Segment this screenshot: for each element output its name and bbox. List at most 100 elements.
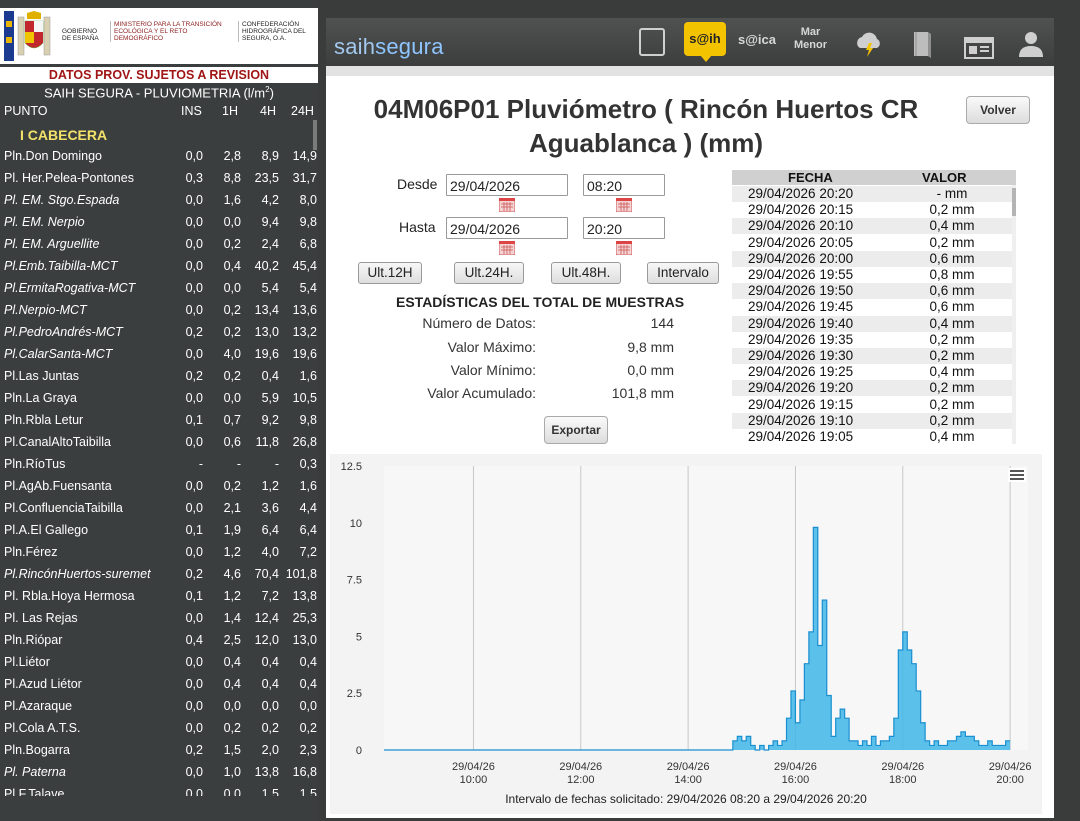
station-ins: 0,2 (185, 567, 203, 581)
station-row[interactable]: Pl.ErmitaRogativa-MCT 0,0 0,0 5,4 5,4 (0, 277, 318, 299)
row-valor: 0,2 mm (929, 396, 975, 412)
station-4h: 1,5 (261, 787, 279, 796)
station-row[interactable]: Pl.ConfluenciaTaibilla 0,0 2,1 3,6 4,4 (0, 497, 318, 519)
station-24h: 5,4 (299, 281, 317, 295)
station-4h: 0,0 (261, 699, 279, 713)
station-row[interactable]: Pl.A.El Gallego 0,1 1,9 6,4 6,4 (0, 519, 318, 541)
coat-of-arms-icon (4, 11, 51, 61)
station-row[interactable]: Pl.Emb.Taibilla-MCT 0,0 0,4 40,2 45,4 (0, 255, 318, 277)
station-row[interactable]: Pl. Paterna 0,0 1,0 13,8 16,8 (0, 761, 318, 783)
station-ins: 0,0 (185, 721, 203, 735)
station-row[interactable]: Pl. Rbla.Hoya Hermosa 0,1 1,2 7,2 13,8 (0, 585, 318, 607)
volver-button[interactable]: Volver (966, 96, 1030, 124)
network-subtitle-text: SAIH SEGURA - PLUVIOMETRIA (l/m (44, 85, 266, 101)
col-4h: 4H (260, 104, 276, 118)
nav-saih[interactable]: s@ih (684, 22, 726, 62)
table-scroll-thumb[interactable] (1012, 188, 1016, 216)
station-name: Pl. EM. Nerpio (4, 215, 85, 229)
station-24h: 13,0 (292, 633, 317, 647)
station-4h: 12,4 (254, 611, 279, 625)
station-row[interactable]: Pl.Azaraque 0,0 0,0 0,0 0,0 (0, 695, 318, 717)
data-row: 29/04/2026 20:00 0,6 mm (732, 250, 1012, 267)
station-1h: 1,5 (223, 743, 241, 757)
exportar-button[interactable]: Exportar (544, 416, 608, 444)
table-scrollbar[interactable] (1012, 185, 1016, 444)
station-row[interactable]: Pl.CanalAltoTaibilla 0,0 0,6 11,8 26,8 (0, 431, 318, 453)
station-4h: 0,4 (261, 655, 279, 669)
station-4h: 4,2 (261, 193, 279, 207)
row-fecha: 29/04/2026 19:40 (748, 315, 854, 331)
left-scrollbar[interactable] (313, 120, 317, 150)
stat-label: Valor Mínimo: (450, 362, 536, 378)
desde-time-input[interactable]: 08:20 (583, 174, 665, 196)
station-24h: 4,4 (299, 501, 317, 515)
calendar-icon[interactable] (616, 198, 632, 212)
station-4h: 5,9 (261, 391, 279, 405)
station-row[interactable]: Pl. EM. Stgo.Espada 0,0 1,6 4,2 8,0 (0, 189, 318, 211)
row-valor: 0,8 mm (929, 267, 975, 282)
station-row[interactable]: Pl.PedroAndrés-MCT 0,2 0,2 13,0 13,2 (0, 321, 318, 343)
station-ins: 0,0 (185, 149, 203, 163)
station-row[interactable]: Pl.Liétor 0,0 0,4 0,4 0,4 (0, 651, 318, 673)
station-name: Pl.Azaraque (4, 699, 73, 713)
station-row[interactable]: Pl.Nerpio-MCT 0,0 0,2 13,4 13,6 (0, 299, 318, 321)
nav-mar-menor[interactable]: Mar Menor (794, 26, 827, 62)
ult-12h-button[interactable]: Ult.12H (358, 262, 422, 284)
hasta-date-input[interactable]: 29/04/2026 (446, 217, 568, 239)
station-row[interactable]: Pln.Rbla Letur 0,1 0,7 9,2 9,8 (0, 409, 318, 431)
station-row[interactable]: Pln.RíoTus - - - 0,3 (0, 453, 318, 475)
ult-24h-button[interactable]: Ult.24H. (454, 262, 524, 284)
station-row[interactable]: Pl. EM. Arguellite 0,0 0,2 2,4 6,8 (0, 233, 318, 255)
station-row[interactable]: Pl. EM. Nerpio 0,0 0,0 9,4 9,8 (0, 211, 318, 233)
station-1h: 0,0 (223, 787, 241, 796)
stats-title: ESTADÍSTICAS DEL TOTAL DE MUESTRAS (396, 294, 685, 310)
station-row[interactable]: Pln.La Graya 0,0 0,0 5,9 10,5 (0, 387, 318, 409)
station-1h: 1,0 (223, 765, 241, 779)
station-name: Pl. Las Rejas (4, 611, 78, 625)
station-row[interactable]: Pln.Bogarra 0,2 1,5 2,0 2,3 (0, 739, 318, 761)
station-1h: 4,0 (223, 347, 241, 361)
station-row[interactable]: Pl.RincónHuertos-suremet 0,2 4,6 70,4 101,8 (0, 563, 318, 585)
station-24h: 1,6 (299, 479, 317, 493)
station-row[interactable]: Pln.Férez 0,0 1,2 4,0 7,2 (0, 541, 318, 563)
station-row[interactable]: Pln.Don Domingo 0,0 2,8 8,9 14,9 (0, 145, 318, 167)
intervalo-button[interactable]: Intervalo (647, 262, 719, 284)
station-ins: 0,0 (185, 699, 203, 713)
station-row[interactable]: Pl.Cola A.T.S. 0,0 0,2 0,2 0,2 (0, 717, 318, 739)
desde-date-input[interactable]: 29/04/2026 (446, 174, 568, 196)
station-row[interactable]: Pl.Azud Liétor 0,0 0,4 0,4 0,4 (0, 673, 318, 695)
station-24h: 1,6 (299, 369, 317, 383)
ult-48h-button[interactable]: Ult.48H. (551, 262, 621, 284)
calendar-icon[interactable] (499, 241, 515, 255)
nav-saica[interactable]: s@ica (738, 32, 776, 47)
chart-menu-icon[interactable] (1008, 468, 1026, 482)
station-row[interactable]: Pl.Las Juntas 0,2 0,2 0,4 1,6 (0, 365, 318, 387)
tablet-icon[interactable] (639, 28, 665, 56)
user-icon[interactable] (1018, 26, 1044, 62)
station-4h: 40,2 (254, 259, 279, 273)
station-row[interactable]: Pl.AgAb.Fuensanta 0,0 0,2 1,2 1,6 (0, 475, 318, 497)
cloud-lightning-icon[interactable] (854, 26, 884, 62)
station-row[interactable]: Pl. Her.Pelea-Pontones 0,3 8,8 23,5 31,7 (0, 167, 318, 189)
browser-window-icon[interactable] (964, 30, 994, 66)
calendar-icon[interactable] (616, 241, 632, 255)
row-valor: 0,2 mm (929, 348, 975, 363)
station-ins: 0,0 (185, 303, 203, 317)
x-tick-date: 29/04/26 (989, 761, 1032, 773)
row-valor: 0,4 mm (929, 218, 975, 234)
calendar-icon[interactable] (499, 198, 515, 212)
row-valor: 0,2 mm (929, 412, 975, 428)
data-row: 29/04/2026 20:15 0,2 mm (732, 202, 1012, 218)
x-tick-time: 18:00 (889, 774, 917, 786)
hasta-time-input[interactable]: 20:20 (583, 217, 665, 239)
station-24h: 0,4 (299, 655, 317, 669)
station-row[interactable]: Pl.F.Talave 0,0 0,0 1,5 1,5 (0, 783, 318, 796)
station-row[interactable]: Pl.CalarSanta-MCT 0,0 4,0 19,6 19,6 (0, 343, 318, 365)
station-row[interactable]: Pln.Riópar 0,4 2,5 12,0 13,0 (0, 629, 318, 651)
book-icon[interactable] (911, 26, 933, 62)
station-row[interactable]: Pl. Las Rejas 0,0 1,4 12,4 25,3 (0, 607, 318, 629)
stat-value: 101,8 mm (611, 385, 674, 401)
col-1h: 1H (222, 104, 238, 118)
station-1h: 0,4 (223, 677, 241, 691)
station-24h: 8,0 (299, 193, 317, 207)
